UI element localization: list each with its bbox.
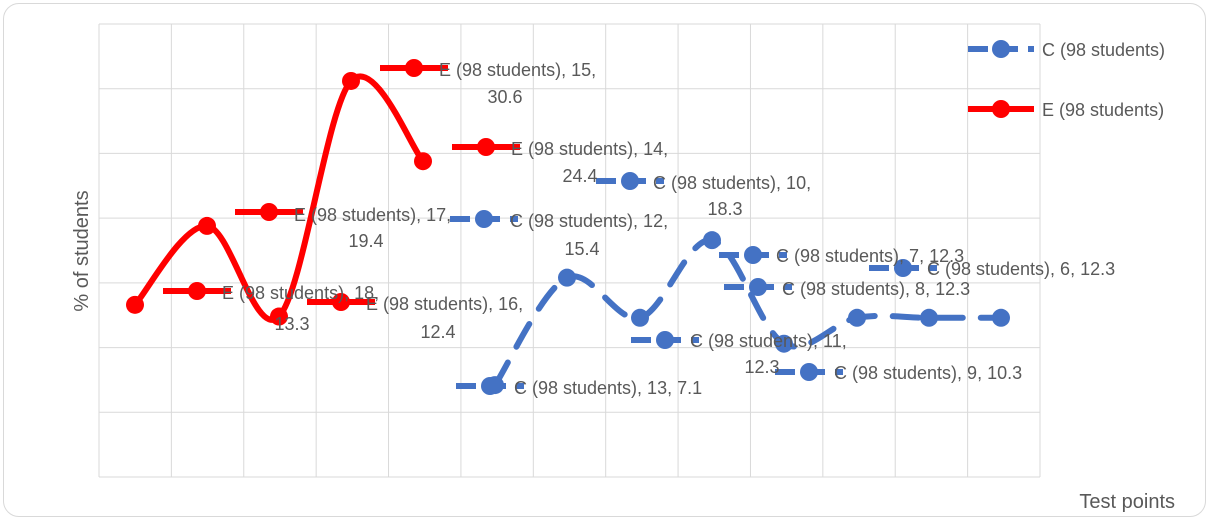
data-label-text-line1: C (98 students), 11, — [690, 331, 847, 351]
label-key-marker — [800, 363, 818, 381]
data-label-E-14: E (98 students), 14, 24.4 — [452, 138, 668, 186]
data-label-text: C (98 students), 9, 10.3 — [834, 363, 1022, 383]
label-key-marker — [481, 377, 499, 395]
legend: C (98 students) E (98 students) — [968, 40, 1165, 120]
label-key-marker — [744, 246, 762, 264]
data-label-C-6: C (98 students), 6, 12.3 — [869, 259, 1115, 279]
data-label-C-7: C (98 students), 7, 12.3 — [719, 246, 964, 266]
legend-swatch-marker — [992, 100, 1010, 118]
data-label-text-line2: 12.4 — [420, 322, 455, 342]
series-markers — [126, 71, 1010, 395]
data-point-E-14 — [414, 152, 432, 171]
y-axis-title: % of students — [71, 190, 93, 311]
label-key-marker — [188, 282, 206, 300]
series-line-E — [132, 73, 426, 323]
label-key-marker — [621, 172, 639, 190]
x-axis-title: Test points — [1079, 491, 1175, 513]
label-key-marker — [656, 331, 674, 349]
data-label-text-line1: E (98 students), 14, — [511, 139, 668, 159]
data-point-C-6 — [992, 308, 1010, 327]
data-label-E-16: E (98 students), 16, 12.4 — [307, 293, 523, 342]
data-label-text-line2: 13.3 — [274, 314, 309, 334]
label-key-marker — [749, 278, 767, 296]
data-point-C-11 — [631, 308, 649, 327]
data-label-text-line2: 15.4 — [564, 239, 599, 259]
data-point-C-10 — [703, 231, 721, 250]
data-label-text-line2: 19.4 — [348, 231, 383, 251]
legend-item-E: E (98 students) — [968, 100, 1164, 120]
data-point-E-18 — [126, 295, 144, 314]
data-label-E-17: E (98 students), 17, 19.4 — [235, 203, 451, 251]
data-labels: C (98 students), 6, 12.3C (98 students),… — [163, 59, 1115, 398]
legend-swatch-marker — [992, 40, 1010, 58]
data-label-E-15: E (98 students), 15, 30.6 — [380, 59, 596, 107]
data-label-E-18: E (98 students), 18, 13.3 — [163, 282, 379, 334]
data-label-text-line1: E (98 students), 18, — [222, 283, 379, 303]
data-label-C-12: C (98 students), 12, 15.4 — [450, 210, 668, 259]
data-label-C-9: C (98 students), 9, 10.3 — [775, 363, 1022, 383]
label-key-marker — [405, 59, 423, 77]
data-label-text-line1: E (98 students), 15, — [439, 60, 596, 80]
data-label-text-line1: E (98 students), 17, — [294, 205, 451, 225]
legend-item-C: C (98 students) — [968, 40, 1165, 60]
data-label-text-line2: 12.3 — [744, 357, 779, 377]
data-label-C-13: C (98 students), 13, 7.1 — [456, 377, 702, 398]
data-label-text: C (98 students), 13, 7.1 — [514, 378, 702, 398]
label-key-marker — [260, 203, 278, 221]
data-label-C-10: C (98 students), 10, 18.3 — [596, 172, 811, 219]
data-label-text-line2: 30.6 — [487, 87, 522, 107]
data-label-text-line2: 24.4 — [562, 166, 597, 186]
data-point-C-12 — [558, 268, 576, 287]
legend-label: C (98 students) — [1042, 40, 1165, 60]
data-label-C-11: C (98 students), 11, 12.3 — [631, 331, 847, 377]
data-point-C-7 — [920, 308, 938, 327]
data-point-E-17 — [198, 216, 216, 235]
label-key-marker — [475, 210, 493, 228]
label-key-marker — [894, 259, 912, 277]
label-key-marker — [332, 293, 350, 311]
data-label-C-8: C (98 students), 8, 12.3 — [724, 278, 970, 299]
data-label-text: C (98 students), 7, 12.3 — [776, 246, 964, 266]
data-label-text: C (98 students), 8, 12.3 — [782, 279, 970, 299]
legend-label: E (98 students) — [1042, 100, 1164, 120]
data-label-text: C (98 students), 6, 12.3 — [927, 259, 1115, 279]
data-label-text-line1: C (98 students), 10, — [653, 173, 811, 193]
data-point-E-16 — [270, 307, 288, 326]
data-point-C-8 — [848, 308, 866, 327]
label-key-marker — [477, 138, 495, 156]
data-label-text-line1: E (98 students), 16, — [366, 294, 523, 314]
data-label-text-line2: 18.3 — [707, 199, 742, 219]
data-point-C-9 — [775, 334, 793, 353]
data-label-text-line1: C (98 students), 12, — [510, 211, 668, 231]
data-point-E-15 — [342, 71, 360, 90]
